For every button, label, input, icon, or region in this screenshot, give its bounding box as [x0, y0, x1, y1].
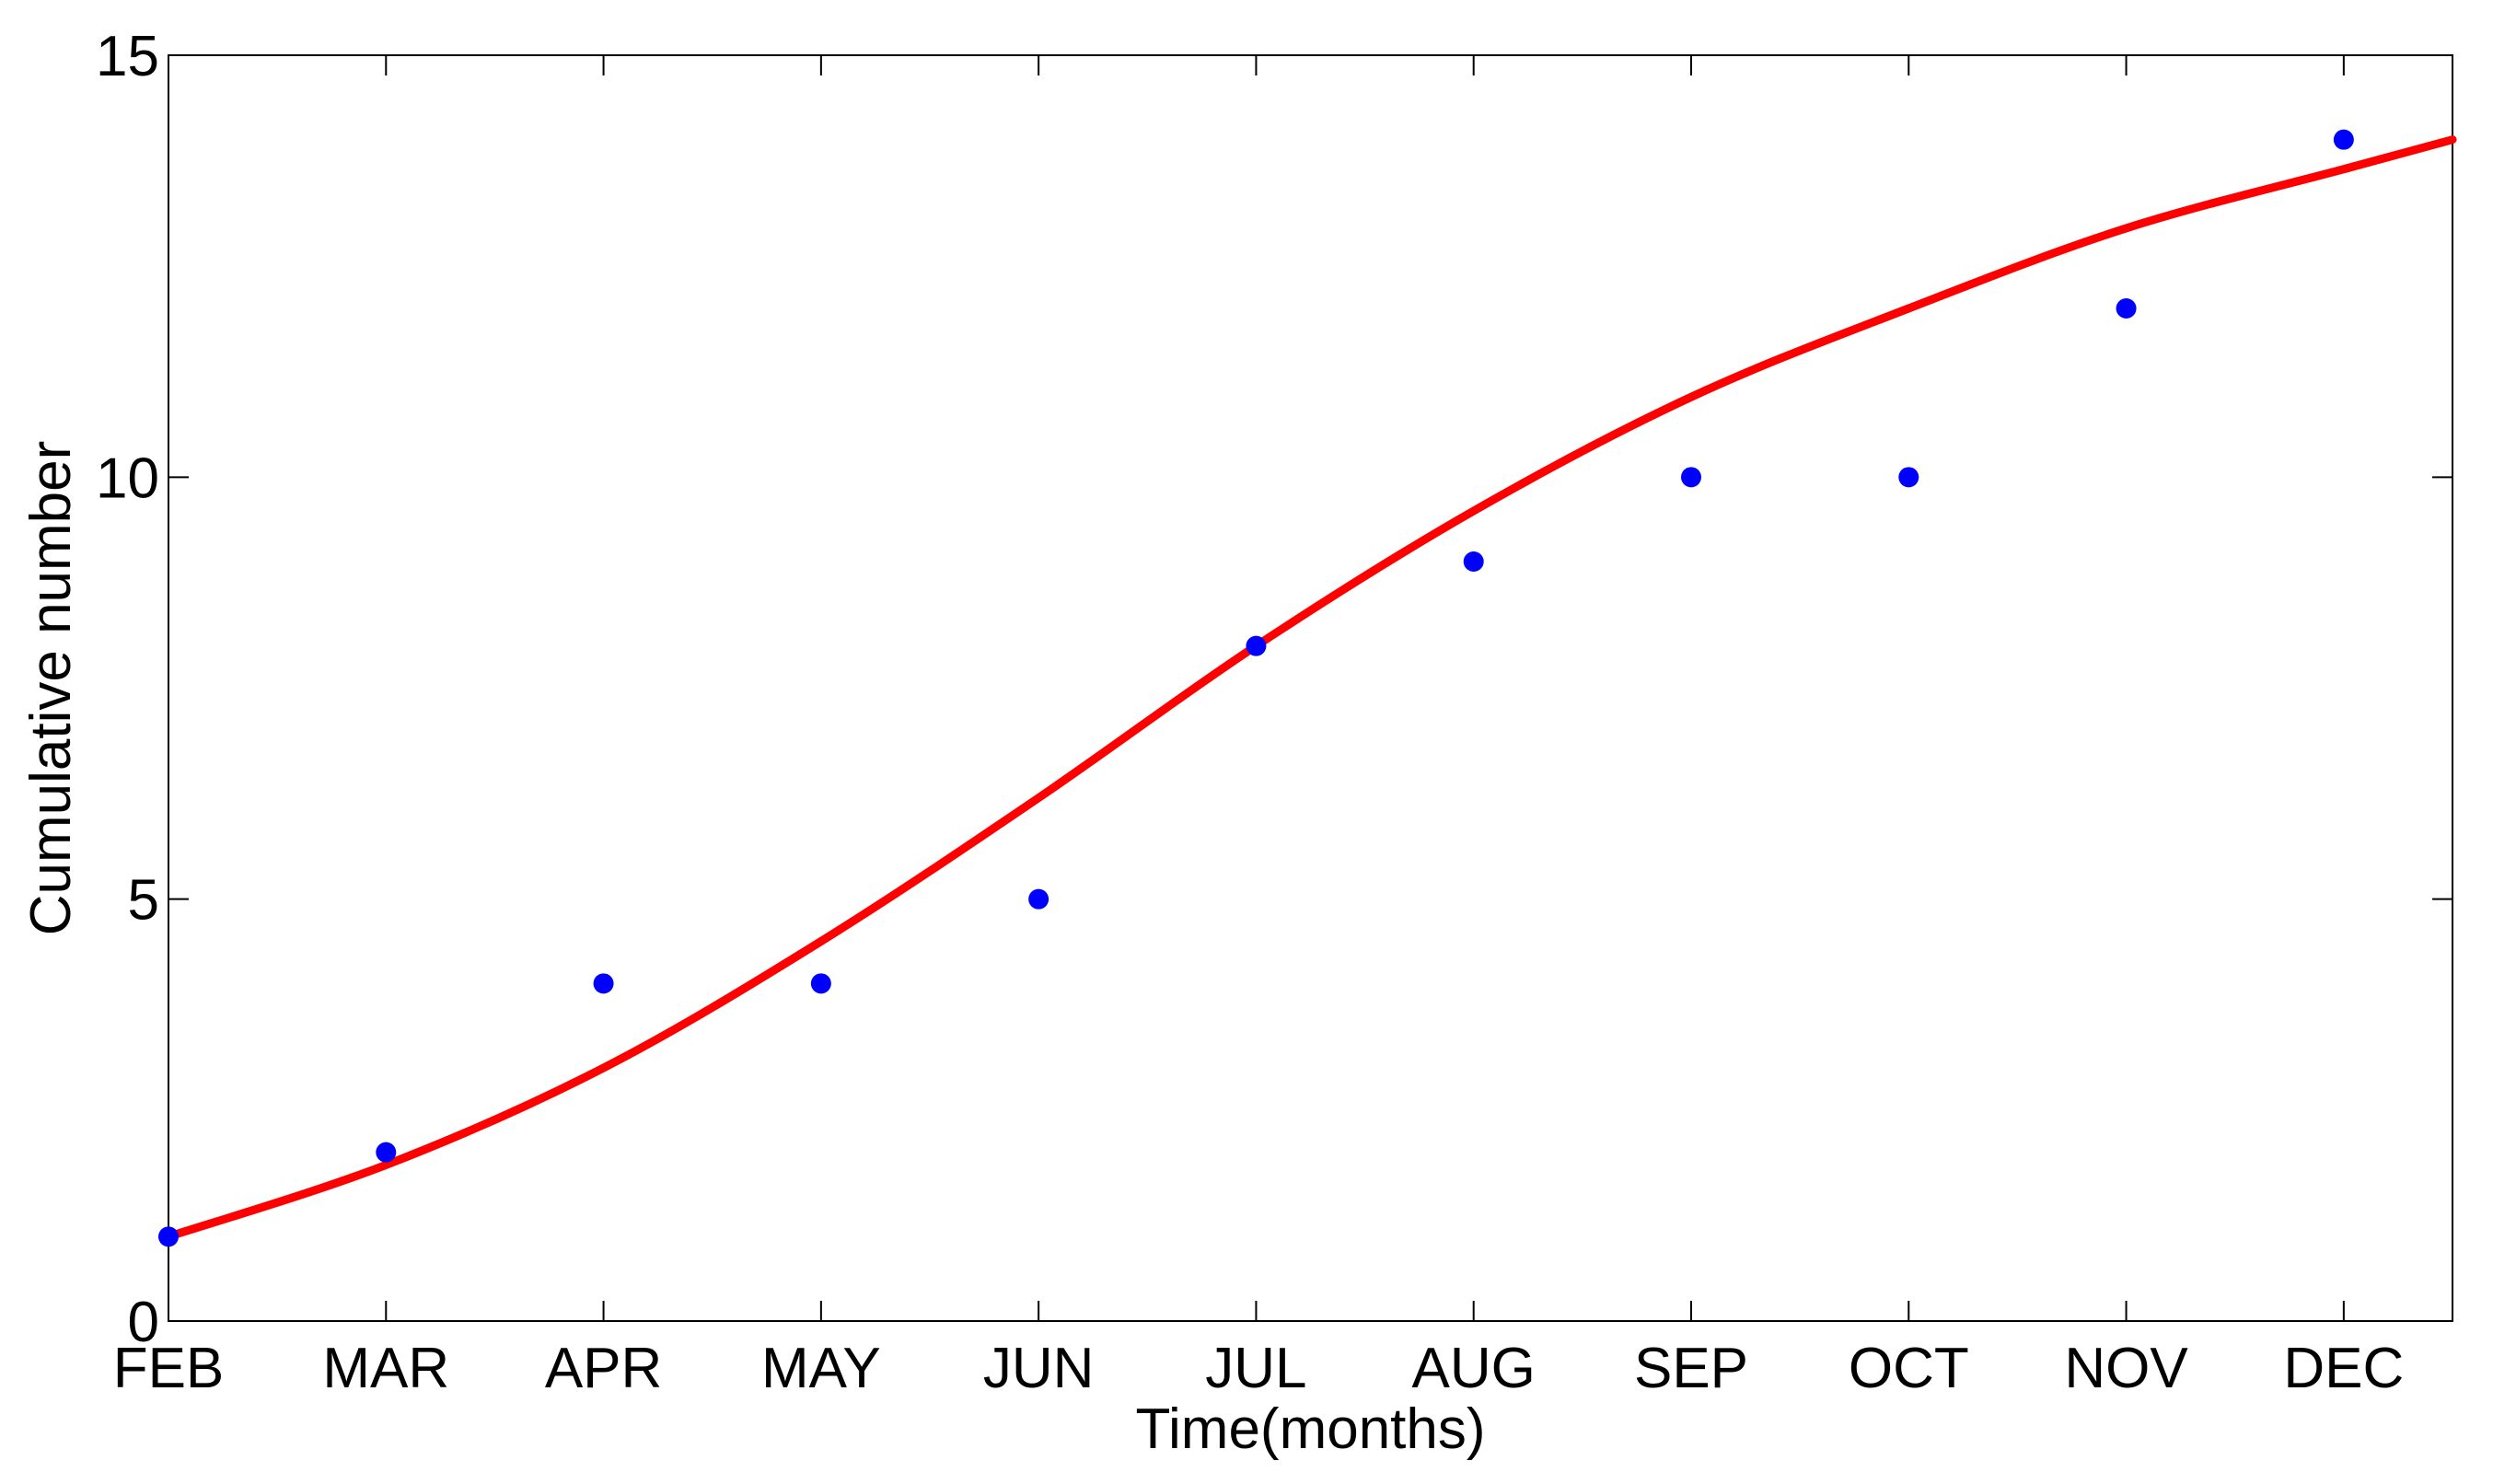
- x-tick-label: MAR: [322, 1337, 449, 1400]
- plot-frame: [168, 54, 2453, 1322]
- x-tick-label: FEB: [113, 1337, 225, 1400]
- data-point: [376, 1142, 397, 1163]
- x-axis-label: Time(months): [1135, 1397, 1485, 1461]
- x-tick-label: JUN: [983, 1337, 1095, 1400]
- data-point: [1681, 467, 1701, 488]
- y-axis-label: Cumulative number: [19, 441, 83, 936]
- data-point: [158, 1226, 179, 1247]
- data-point: [2333, 129, 2354, 150]
- x-tick-label: SEP: [1634, 1337, 1748, 1400]
- x-tick-label: DEC: [2283, 1337, 2404, 1400]
- x-tick-label: AUG: [1412, 1337, 1536, 1400]
- y-tick-label: 15: [96, 25, 159, 88]
- x-tick-label: JUL: [1205, 1337, 1306, 1400]
- data-point: [2116, 298, 2137, 319]
- data-point: [1898, 467, 1919, 488]
- y-tick-label: 10: [96, 446, 159, 510]
- data-point: [593, 973, 614, 994]
- plot-area: FEB MAR APR MAY JUN JUL AUG SEP OCT NOV DEC 0 5 10 15 T…: [19, 25, 2457, 1461]
- x-tick-label: OCT: [1849, 1337, 1969, 1400]
- data-point: [1463, 551, 1484, 572]
- data-point: [1028, 888, 1049, 910]
- y-tick-label: 5: [128, 869, 159, 933]
- x-tick-label: NOV: [2064, 1337, 2188, 1400]
- y-tick-label: 0: [128, 1291, 159, 1354]
- data-point: [810, 973, 831, 994]
- data-point: [1246, 635, 1267, 656]
- fit-curve: [164, 135, 2457, 1241]
- x-tick-label: MAY: [761, 1337, 881, 1400]
- x-tick-label: APR: [545, 1337, 662, 1400]
